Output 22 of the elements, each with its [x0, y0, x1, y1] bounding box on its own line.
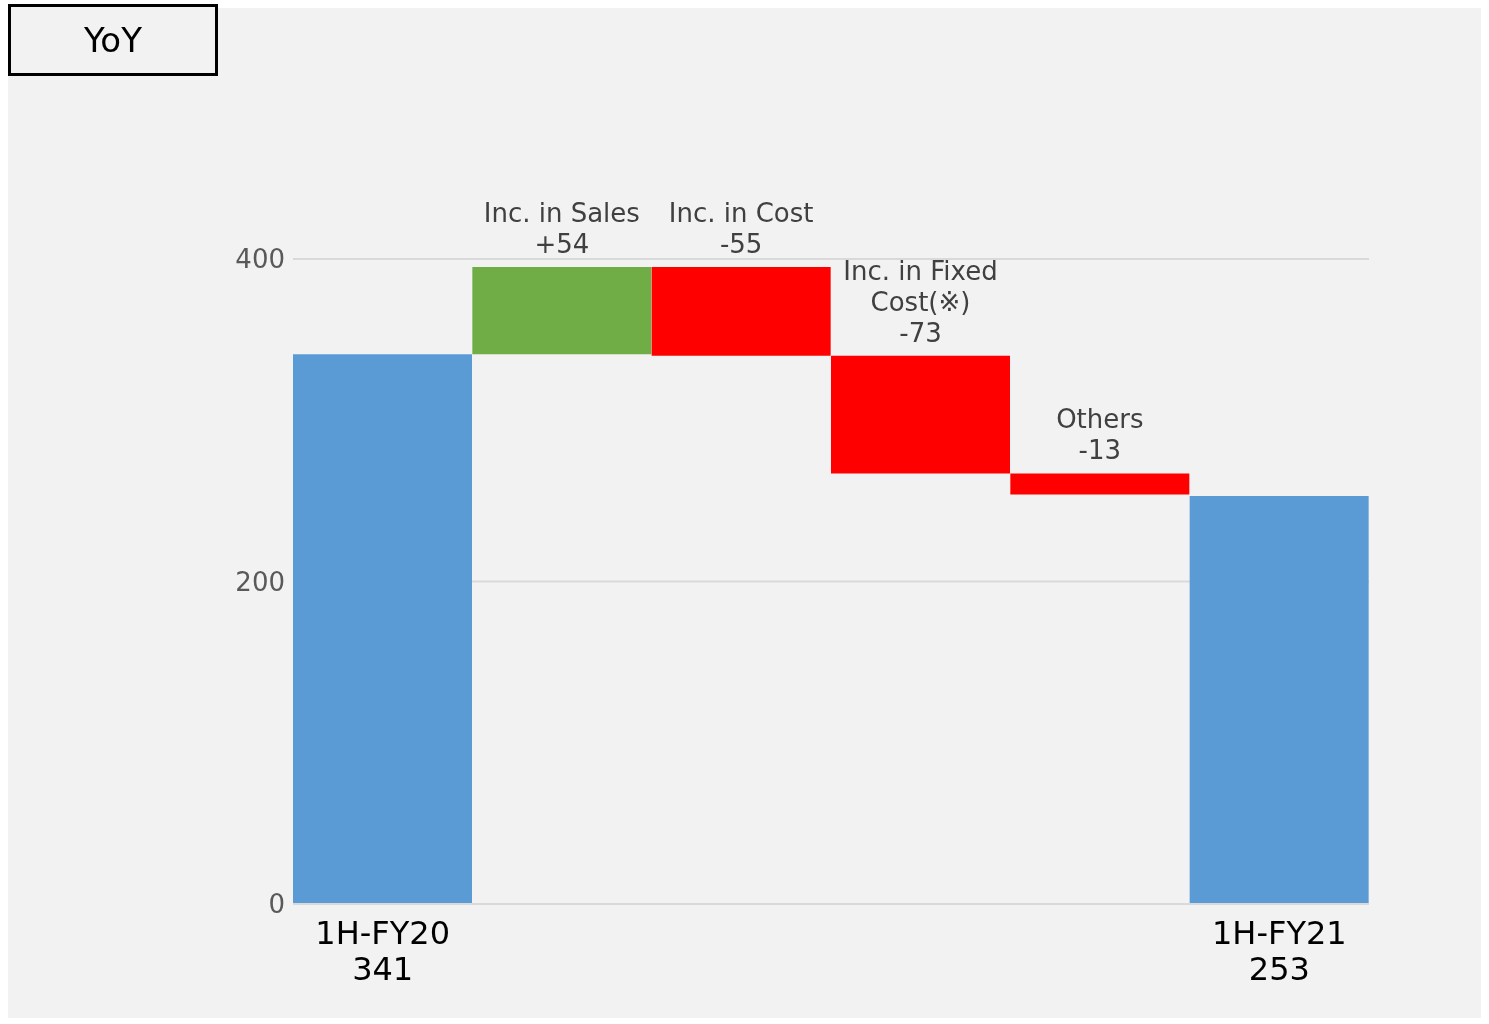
bar — [651, 267, 831, 356]
bar — [831, 355, 1010, 474]
bar — [1189, 496, 1369, 904]
x-tick-label: 1H-FY20 — [315, 914, 450, 952]
x-tick-label: Others — [1056, 404, 1144, 435]
bar — [293, 354, 472, 904]
data-label: -55 — [719, 229, 763, 260]
y-tick-label: 0 — [268, 889, 285, 920]
x-tick-label: Inc. in Cost — [668, 198, 814, 229]
bar — [472, 267, 652, 355]
data-label: +54 — [534, 229, 590, 260]
data-label: -13 — [1078, 435, 1122, 466]
data-label: 253 — [1248, 950, 1310, 988]
x-tick-label: 1H-FY21 — [1212, 914, 1347, 952]
x-tick-label: Inc. in Fixed Cost(※) — [843, 255, 998, 317]
data-label: 341 — [352, 950, 414, 988]
bar — [1010, 473, 1190, 495]
x-tick-label: Inc. in Sales — [483, 198, 640, 229]
y-tick-label: 200 — [235, 566, 285, 597]
data-label: -73 — [899, 317, 942, 348]
y-tick-label: 400 — [235, 244, 285, 275]
chart-title: YoY — [8, 4, 218, 76]
